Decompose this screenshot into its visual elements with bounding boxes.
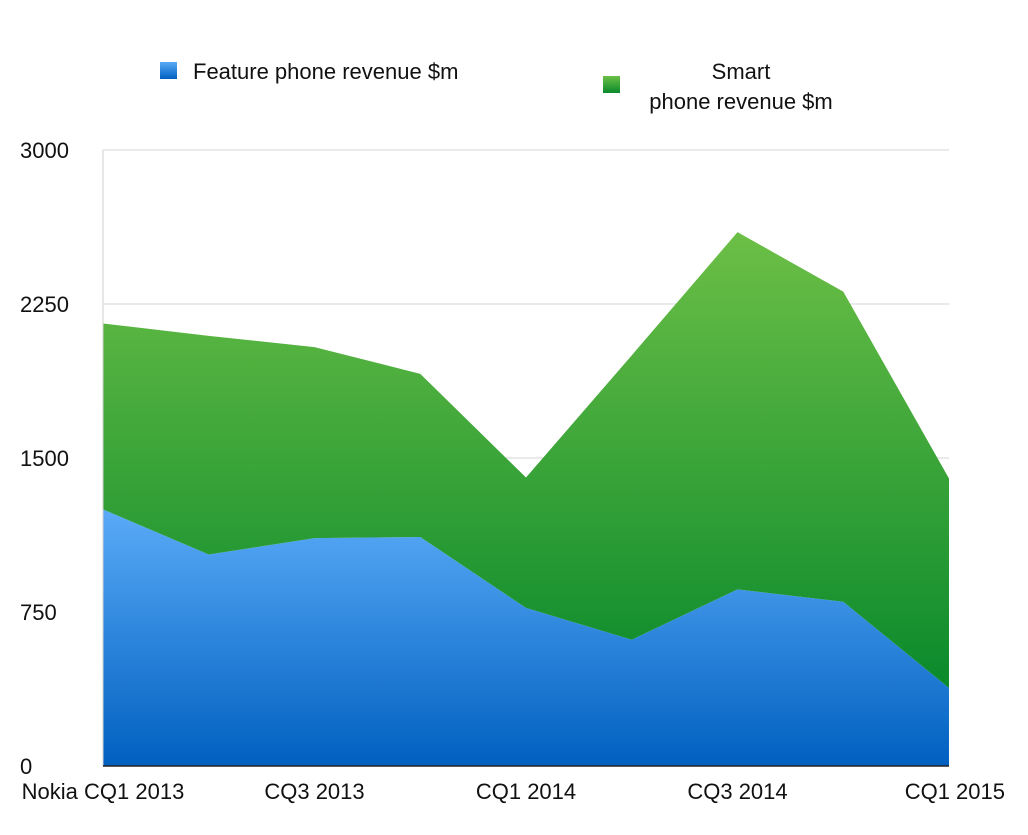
area-series-1 — [103, 232, 949, 688]
y-tick-label: 0 — [20, 754, 32, 779]
x-tick-label: Nokia CQ1 2013 — [22, 779, 185, 804]
y-tick-label: 2250 — [20, 292, 69, 317]
legend-label-feature: Feature phone revenue $m — [193, 59, 458, 84]
x-tick-label: CQ1 2015 — [905, 779, 1005, 804]
legend-swatch-feature — [160, 62, 177, 79]
y-tick-label: 1500 — [20, 446, 69, 471]
y-tick-label: 750 — [20, 600, 57, 625]
legend-label-smart-line1: Smart — [712, 59, 771, 84]
y-tick-label: 3000 — [20, 138, 69, 163]
area-series-0 — [103, 509, 949, 766]
legend-label-smart-line2: phone revenue $m — [649, 89, 832, 114]
x-tick-label: CQ1 2014 — [476, 779, 576, 804]
x-tick-label: CQ3 2014 — [687, 779, 787, 804]
x-tick-label: CQ3 2013 — [264, 779, 364, 804]
legend-swatch-smart — [603, 76, 620, 93]
